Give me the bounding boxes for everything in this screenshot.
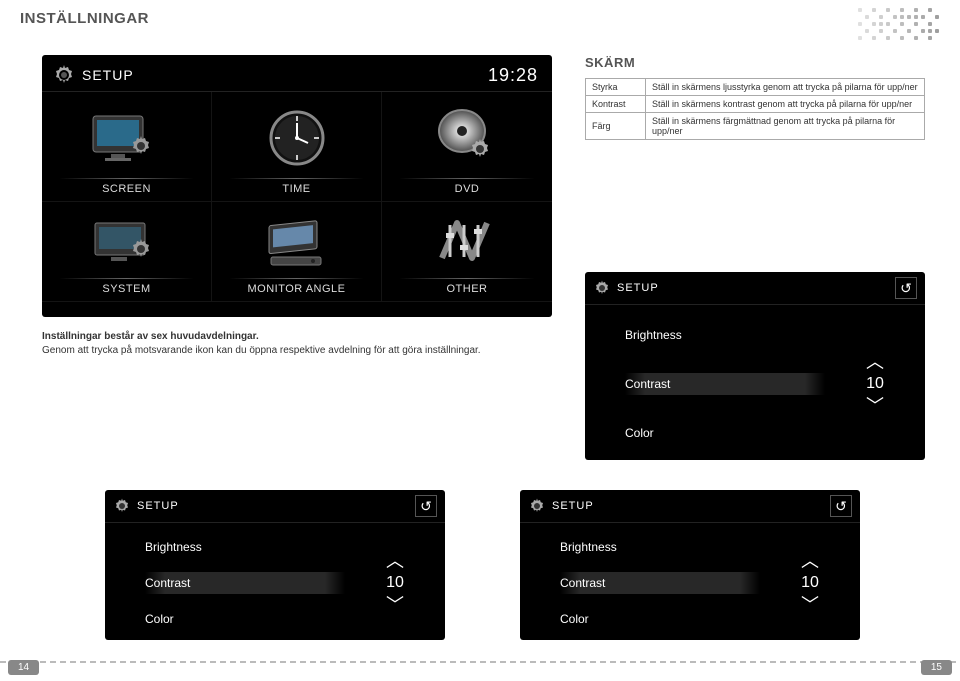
intro-bold: Inställningar består av sex huvudavdelni… — [42, 331, 259, 342]
clock-time: 19:28 — [488, 65, 538, 86]
row-contrast[interactable]: Contrast — [145, 572, 345, 594]
cell-name: Färg — [586, 113, 646, 140]
table-row: FärgStäll in skärmens färgmättnad genom … — [586, 113, 925, 140]
grid-label: SYSTEM — [102, 283, 150, 295]
cell-name: Kontrast — [586, 96, 646, 113]
table-row: KontrastStäll in skärmens kontrast genom… — [586, 96, 925, 113]
monitor-angle-icon — [257, 202, 337, 283]
adjust-panel-3: SETUP ↺ Brightness Contrast Color ︿ 10 ﹀ — [520, 490, 860, 640]
mini-header: SETUP ↺ — [105, 490, 445, 523]
setup-icon-grid: SCREEN TIME — [42, 92, 552, 316]
grid-item-other[interactable]: OTHER — [382, 202, 552, 302]
back-icon[interactable]: ↺ — [415, 495, 437, 517]
skarm-section: SKÄRM StyrkaStäll in skärmens ljusstyrka… — [585, 55, 925, 140]
panel-header: SETUP 19:28 — [42, 55, 552, 92]
adjust-panel-1: SETUP ↺ Brightness Contrast Color ︿ 10 ﹀ — [585, 272, 925, 460]
intro-rest: Genom att trycka på motsvarande ikon kan… — [42, 345, 481, 356]
row-contrast[interactable]: Contrast — [625, 373, 825, 395]
adjust-labels: Brightness Contrast Color — [585, 305, 825, 460]
back-icon[interactable]: ↺ — [830, 495, 852, 517]
clock-icon — [262, 92, 332, 183]
row-color[interactable]: Color — [625, 422, 825, 444]
back-icon[interactable]: ↺ — [895, 277, 917, 299]
page-title: INSTÄLLNINGAR — [20, 10, 149, 27]
adjust-value: 10 — [801, 574, 819, 592]
gear-icon — [52, 63, 76, 87]
intro-text: Inställningar består av sex huvudavdelni… — [42, 330, 552, 358]
cell-name: Styrka — [586, 79, 646, 96]
cell-desc: Ställ in skärmens ljusstyrka genom att t… — [646, 79, 925, 96]
page-number-left: 14 — [8, 660, 39, 675]
setup-label: SETUP — [76, 67, 488, 83]
grid-label: OTHER — [447, 283, 488, 295]
grid-label: MONITOR ANGLE — [248, 283, 346, 295]
arrow-up-icon[interactable]: ︿ — [801, 552, 819, 570]
setup-label: SETUP — [131, 500, 415, 512]
adjust-controls: ︿ 10 ﹀ — [760, 523, 860, 640]
gear-icon — [113, 497, 131, 515]
adjust-controls: ︿ 10 ﹀ — [825, 305, 925, 460]
grid-item-screen[interactable]: SCREEN — [42, 92, 212, 202]
screen-icon — [87, 92, 167, 183]
cell-desc: Ställ in skärmens färgmättnad genom att … — [646, 113, 925, 140]
grid-item-dvd[interactable]: DVD — [382, 92, 552, 202]
dvd-icon — [432, 92, 502, 183]
system-icon — [87, 202, 167, 283]
gear-icon — [528, 497, 546, 515]
page-number-right: 15 — [921, 660, 952, 675]
adjust-panel-2: SETUP ↺ Brightness Contrast Color ︿ 10 ﹀ — [105, 490, 445, 640]
adjust-controls: ︿ 10 ﹀ — [345, 523, 445, 640]
adjust-value: 10 — [386, 574, 404, 592]
footer-divider — [0, 661, 960, 663]
setup-label: SETUP — [546, 500, 830, 512]
grid-label: TIME — [282, 183, 310, 195]
grid-item-time[interactable]: TIME — [212, 92, 382, 202]
row-brightness[interactable]: Brightness — [560, 536, 760, 558]
sliders-icon — [432, 202, 502, 283]
gear-icon — [593, 279, 611, 297]
row-brightness[interactable]: Brightness — [625, 324, 825, 346]
skarm-title: SKÄRM — [585, 55, 925, 70]
table-row: StyrkaStäll in skärmens ljusstyrka genom… — [586, 79, 925, 96]
cell-desc: Ställ in skärmens kontrast genom att try… — [646, 96, 925, 113]
row-color[interactable]: Color — [560, 608, 760, 630]
row-color[interactable]: Color — [145, 608, 345, 630]
row-contrast[interactable]: Contrast — [560, 572, 760, 594]
adjust-labels: Brightness Contrast Color — [520, 523, 760, 640]
arrow-up-icon[interactable]: ︿ — [866, 353, 884, 371]
grid-label: SCREEN — [102, 183, 151, 195]
arrow-down-icon[interactable]: ﹀ — [801, 596, 819, 614]
grid-item-monitor-angle[interactable]: MONITOR ANGLE — [212, 202, 382, 302]
grid-label: DVD — [455, 183, 480, 195]
grid-item-system[interactable]: SYSTEM — [42, 202, 212, 302]
decorative-dots: (function(){ var host=document.currentSc… — [858, 8, 948, 46]
adjust-labels: Brightness Contrast Color — [105, 523, 345, 640]
arrow-down-icon[interactable]: ﹀ — [386, 596, 404, 614]
mini-header: SETUP ↺ — [585, 272, 925, 305]
setup-label: SETUP — [611, 282, 895, 294]
arrow-up-icon[interactable]: ︿ — [386, 552, 404, 570]
mini-header: SETUP ↺ — [520, 490, 860, 523]
skarm-table: StyrkaStäll in skärmens ljusstyrka genom… — [585, 78, 925, 140]
arrow-down-icon[interactable]: ﹀ — [866, 397, 884, 415]
adjust-value: 10 — [866, 375, 884, 393]
setup-main-panel: SETUP 19:28 SCREEN — [42, 55, 552, 317]
row-brightness[interactable]: Brightness — [145, 536, 345, 558]
